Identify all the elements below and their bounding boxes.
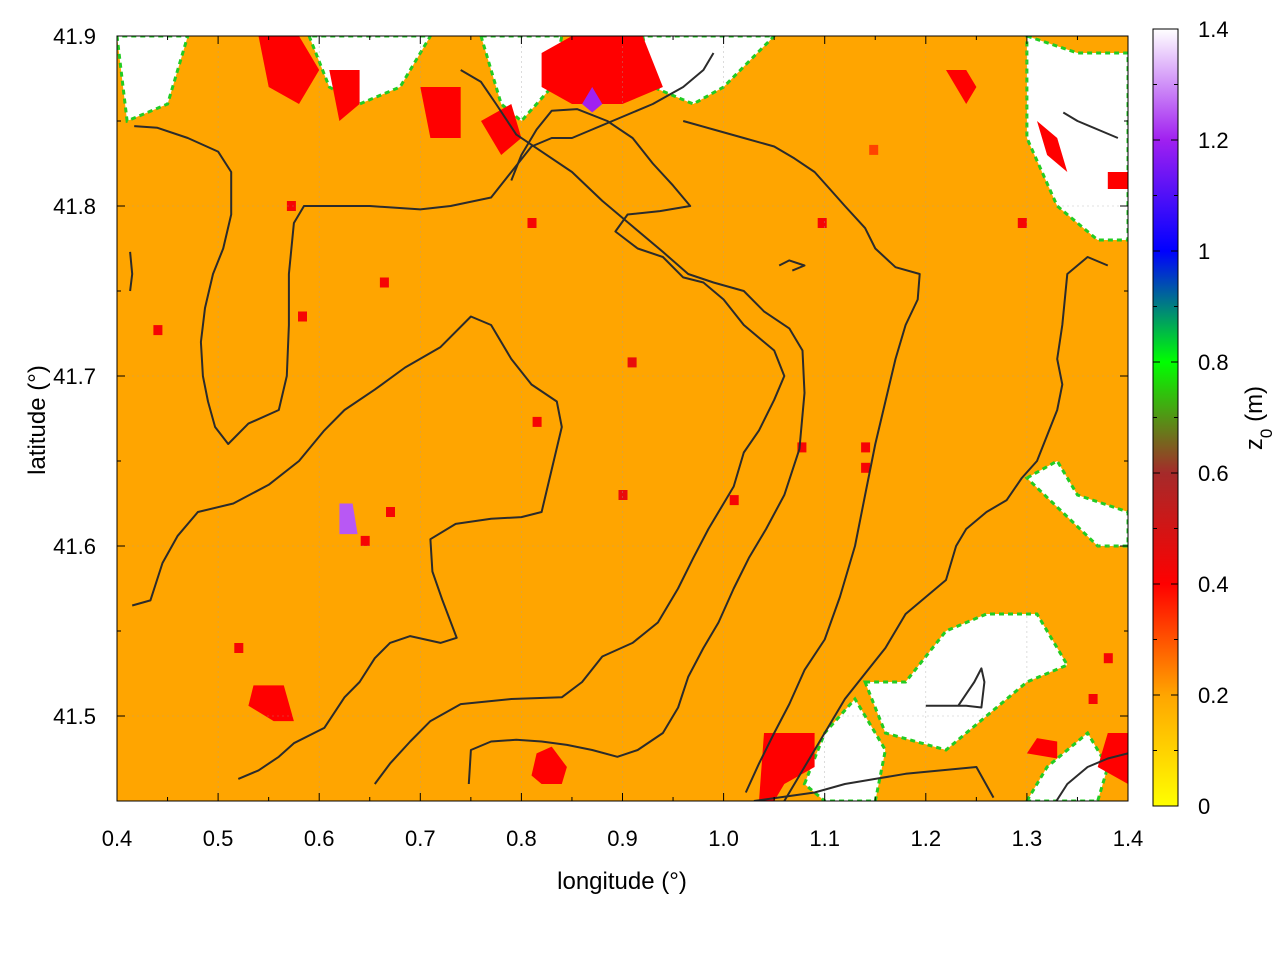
heatmap-spots: [153, 144, 1113, 704]
heatmap-spot: [298, 311, 307, 322]
y-tick-label: 41.5: [53, 704, 96, 729]
colorbar-tick-label: 0.6: [1198, 461, 1229, 486]
x-tick-label: 0.6: [304, 826, 335, 851]
heatmap-spot: [386, 507, 395, 517]
y-axis-title: latitude (°): [24, 365, 51, 475]
heatmap-region: [641, 36, 777, 106]
grid-lines: [117, 36, 1128, 801]
contour-line: [460, 69, 806, 785]
contour-line: [1062, 111, 1119, 139]
heatmap-region: [1107, 172, 1128, 189]
heatmap-region: [339, 503, 358, 535]
colorbar-title-main: z: [1241, 438, 1268, 450]
heatmap-spot: [861, 462, 871, 473]
heatmap-region: [1037, 121, 1068, 172]
heatmap-spot: [869, 144, 879, 155]
heatmap-spot: [153, 325, 163, 336]
contour-line: [682, 120, 921, 793]
x-tick-label: 0.9: [607, 826, 638, 851]
contour-line: [925, 667, 986, 709]
heatmap-spot: [234, 643, 244, 653]
x-tick-label: 1.2: [911, 826, 942, 851]
colorbar-tick-label: 0.2: [1198, 683, 1229, 708]
heatmap-spot: [618, 490, 628, 500]
heatmap-spot: [1103, 653, 1113, 664]
colorbar-title-subscript: 0: [1257, 429, 1276, 438]
y-tick-label: 41.6: [53, 534, 96, 559]
contour-line: [778, 259, 806, 272]
heatmap-spot: [1017, 218, 1027, 228]
colorbar-ticks: 0 0.2 0.4 0.6 0.8 1 1.2 1.4: [1153, 17, 1229, 819]
contour-line: [783, 256, 1109, 801]
heatmap-spot: [360, 535, 370, 546]
x-tick-label: 0.5: [203, 826, 234, 851]
heatmap-region: [862, 612, 1070, 752]
heatmap-spot: [861, 442, 871, 453]
heatmap-spot: [817, 218, 827, 228]
colorbar-tick-label: 1: [1198, 239, 1210, 264]
x-tick-label: 0.8: [506, 826, 537, 851]
heatmap-spot: [379, 277, 389, 288]
x-tick-label: 1.3: [1012, 826, 1043, 851]
heatmap-region: [248, 685, 294, 722]
contour-line: [129, 251, 134, 292]
colorbar-tick-label: 1.2: [1198, 128, 1229, 153]
contour-line: [134, 52, 715, 445]
heatmap-region: [946, 70, 977, 104]
x-tick-label: 1.4: [1113, 826, 1144, 851]
heatmap-region: [541, 36, 663, 104]
y-tick-label: 41.8: [53, 194, 96, 219]
colorbar-tick-label: 1.4: [1198, 17, 1229, 42]
y-axis-ticks: 41.5 41.6 41.7 41.8 41.9: [53, 24, 1128, 802]
contour-line: [131, 315, 563, 780]
heatmap-region: [1026, 738, 1058, 759]
contour-line: [1055, 752, 1128, 801]
heatmap-region: [582, 87, 603, 113]
x-tick-label: 0.7: [405, 826, 436, 851]
heatmap-region: [329, 70, 360, 121]
heatmap-spot: [627, 357, 637, 368]
y-tick-label: 41.7: [53, 364, 96, 389]
heatmap-spot: [1088, 694, 1098, 704]
heatmap-region: [1025, 730, 1110, 801]
heatmap-spot: [527, 218, 537, 228]
heatmap-spot: [532, 416, 542, 427]
contour-lines: [129, 52, 1128, 801]
y-tick-label: 41.9: [53, 24, 96, 49]
x-tick-label: 1.1: [809, 826, 840, 851]
heatmap-spot: [797, 442, 807, 453]
colorbar-tick-label: 0: [1198, 794, 1210, 819]
heatmap-spot: [286, 201, 296, 211]
heatmap-region: [420, 87, 461, 138]
heatmap-region: [531, 746, 567, 784]
colorbar-title-unit: (m): [1241, 386, 1268, 429]
x-tick-label: 0.4: [102, 826, 133, 851]
x-axis-title: longitude (°): [557, 868, 687, 895]
colorbar-tick-label: 0.8: [1198, 350, 1229, 375]
colorbar: [1152, 28, 1179, 807]
contour-line: [753, 766, 995, 801]
heatmap-region: [759, 733, 815, 801]
heatmap-region: [1025, 36, 1128, 242]
heatmap-region: [117, 36, 190, 124]
colorbar-tick-label: 0.4: [1198, 572, 1229, 597]
contour-line: [373, 108, 786, 785]
heatmap-region: [1097, 733, 1128, 784]
x-tick-label: 1.0: [708, 826, 739, 851]
x-axis-ticks: 0.4 0.5 0.6 0.7 0.8 0.9 1.0 1.1 1.2 1.3 1.4: [102, 36, 1144, 851]
heatmap-region: [258, 36, 320, 104]
colorbar-title: z0 (m): [1241, 386, 1276, 450]
heatmap-spot: [729, 495, 739, 506]
heatmap-region: [481, 104, 522, 155]
